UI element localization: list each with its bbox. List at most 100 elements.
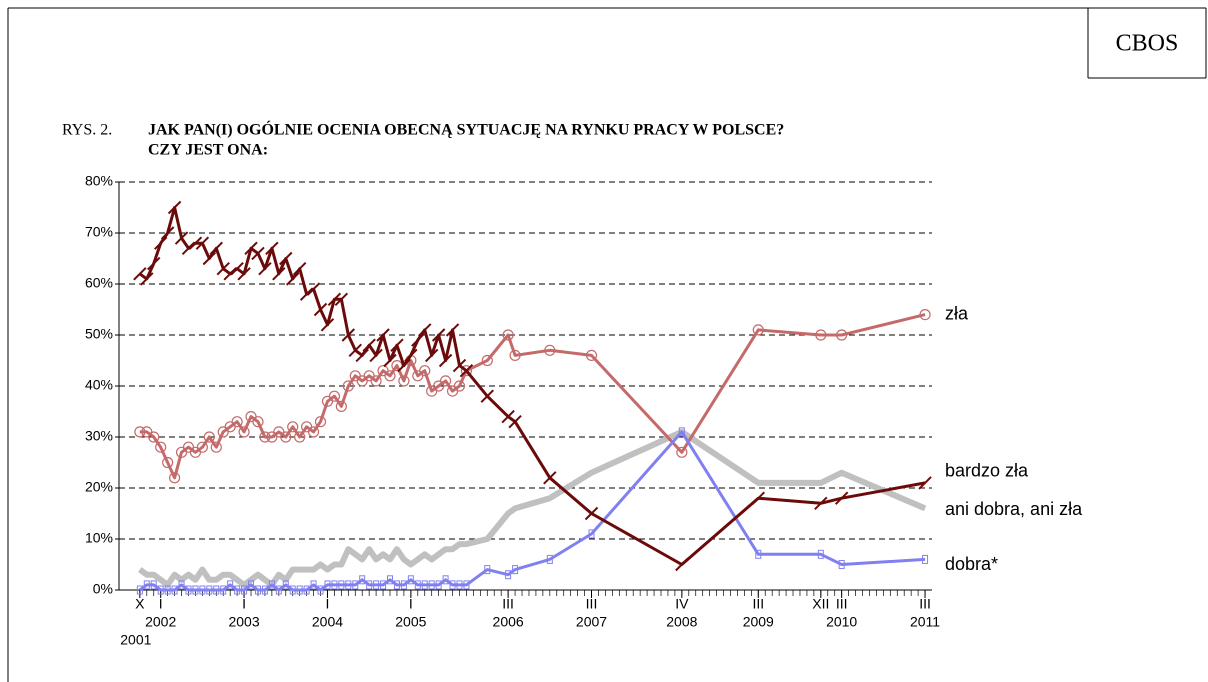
marker: [241, 585, 248, 595]
marker: [162, 456, 174, 469]
marker: [387, 575, 393, 585]
x-tick-label: XII: [812, 596, 829, 612]
marker: [213, 585, 220, 595]
x-tick-year: 2001: [120, 632, 151, 648]
x-tick-label: III: [836, 596, 848, 612]
marker: [178, 580, 185, 590]
figure-label: RYS. 2.: [62, 122, 112, 139]
marker: [383, 353, 397, 368]
marker: [279, 251, 293, 266]
marker: [199, 585, 206, 595]
marker: [320, 318, 335, 332]
marker: [251, 246, 265, 261]
marker: [294, 431, 306, 443]
marker: [431, 328, 446, 342]
marker: [155, 441, 167, 453]
x-tick-label: I: [409, 596, 413, 612]
marker: [380, 580, 387, 590]
marker: [922, 554, 929, 564]
marker: [362, 338, 376, 352]
x-tick-label: I: [242, 596, 246, 612]
marker: [435, 580, 442, 590]
x-tick-year: 2011: [910, 614, 940, 630]
y-tick-label: 20%: [85, 479, 113, 495]
series-line: [138, 428, 927, 588]
marker: [223, 267, 237, 281]
x-tick-label: I: [326, 596, 330, 612]
marker: [373, 580, 380, 590]
marker: [442, 575, 449, 585]
marker: [438, 353, 453, 368]
marker: [148, 431, 160, 443]
marker: [919, 309, 931, 321]
marker: [254, 585, 261, 595]
marker: [136, 585, 143, 595]
marker: [140, 272, 154, 286]
marker: [501, 409, 515, 424]
marker: [303, 585, 310, 595]
x-tick-year: 2005: [395, 614, 426, 630]
marker: [834, 491, 849, 505]
marker: [244, 241, 258, 256]
marker: [227, 580, 234, 590]
marker: [505, 570, 512, 580]
marker: [338, 580, 345, 590]
marker: [546, 554, 553, 564]
marker: [282, 580, 289, 590]
marker: [188, 236, 203, 250]
marker: [584, 506, 599, 521]
marker: [167, 200, 182, 215]
marker: [220, 585, 227, 595]
marker: [153, 236, 168, 250]
marker: [460, 365, 473, 377]
marker: [355, 348, 369, 363]
marker: [508, 414, 522, 429]
marker: [453, 380, 466, 392]
marker: [231, 416, 243, 428]
marker: [342, 380, 354, 392]
y-tick-label: 70%: [85, 224, 113, 240]
marker: [345, 580, 352, 590]
x-tick-year: 2010: [826, 614, 857, 630]
marker: [335, 400, 347, 412]
marker: [192, 585, 199, 595]
x-tick-year: 2004: [312, 614, 343, 630]
marker: [452, 358, 467, 373]
marker: [502, 329, 514, 341]
marker: [390, 338, 404, 352]
x-tick-label: III: [586, 596, 598, 612]
marker: [164, 585, 171, 595]
x-tick-label: I: [159, 596, 163, 612]
marker: [419, 365, 431, 377]
marker: [418, 323, 432, 337]
marker: [202, 251, 217, 266]
marker: [414, 580, 421, 590]
y-tick-label: 50%: [85, 326, 113, 342]
x-tick-label: X: [135, 596, 145, 612]
series-label: ani dobra, ani zła: [945, 499, 1083, 519]
marker: [310, 580, 317, 590]
marker: [252, 416, 264, 428]
marker: [259, 431, 271, 443]
marker: [160, 226, 175, 240]
series-line: [138, 430, 926, 592]
marker: [157, 585, 164, 595]
marker: [456, 580, 463, 590]
logo: CBOS: [1116, 31, 1179, 57]
y-tick-label: 40%: [85, 377, 113, 393]
series-label: zła: [945, 303, 969, 323]
x-tick-year: 2008: [666, 614, 697, 630]
marker: [238, 426, 250, 438]
marker: [287, 421, 299, 433]
marker: [675, 557, 689, 572]
chart-title: JAK PAN(I) OGÓLNIE OCENIA OBECNĄ SYTUACJ…: [148, 120, 784, 139]
marker: [391, 360, 403, 372]
marker: [210, 441, 222, 453]
marker: [755, 549, 762, 559]
marker: [393, 580, 400, 590]
marker: [296, 585, 303, 595]
x-tick-year: 2003: [228, 614, 259, 630]
marker: [366, 580, 373, 590]
series-label: bardzo zła: [945, 461, 1029, 481]
